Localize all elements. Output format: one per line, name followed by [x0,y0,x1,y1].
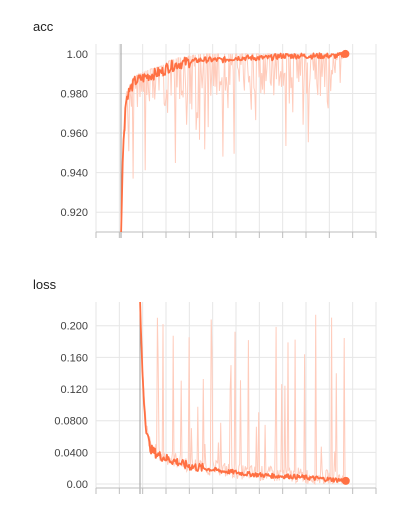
last-point-marker [341,476,350,485]
last-point-marker [341,49,350,58]
loss-chart: 0.00 0.0400 0.0800 0.120 0.160 0.200 [54,302,377,494]
acc-chart-title: acc [33,19,54,34]
y-tick-label: 0.0400 [54,447,88,459]
raw-series-line [139,302,347,486]
y-tick-label: 0.980 [60,88,88,100]
loss-chart-title: loss [33,277,57,292]
smoothed-series-line [120,51,347,232]
y-tick-label: 0.120 [60,384,88,396]
y-tick-label: 0.00 [67,479,88,491]
y-tick-label: 0.940 [60,168,88,180]
y-tick-label: 0.960 [60,128,88,140]
y-tick-label: 0.200 [60,321,88,333]
y-tick-label: 0.0800 [54,416,88,428]
y-tick-label: 1.00 [67,49,88,61]
acc-chart: 0.920 0.940 0.960 0.980 1.00 [60,44,377,238]
y-tick-label: 0.160 [60,352,88,364]
smoothed-series-line [139,302,347,484]
y-tick-label: 0.920 [60,207,88,219]
